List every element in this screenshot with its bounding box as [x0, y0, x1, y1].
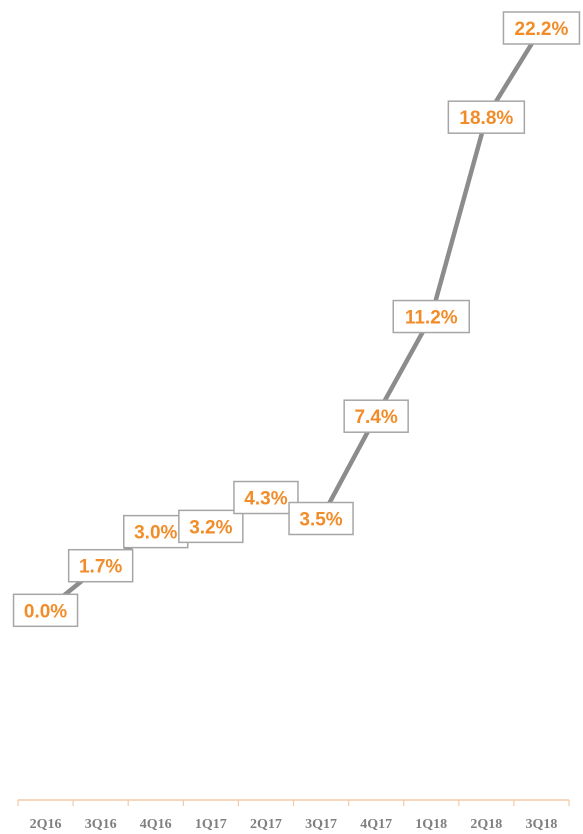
data-label-text: 22.2%	[515, 19, 569, 40]
data-label-box	[12, 593, 79, 628]
x-tick-label: 2Q18	[470, 817, 502, 832]
data-label: 0.0%	[12, 593, 79, 628]
data-label: 7.4%	[343, 399, 409, 433]
data-label: 3.2%	[178, 509, 244, 544]
x-tick-label: 4Q17	[360, 817, 392, 832]
data-label: 18.8%	[447, 100, 526, 134]
data-label-text: 1.7%	[79, 557, 122, 578]
x-tick-label: 4Q16	[140, 817, 172, 832]
data-label: 3.5%	[288, 501, 354, 536]
data-label-text: 3.2%	[189, 517, 232, 538]
data-label-box	[447, 100, 526, 134]
data-label-text: 11.2%	[405, 308, 458, 329]
data-label: 4.3%	[233, 480, 299, 515]
data-label: 11.2%	[392, 299, 470, 334]
data-label-text: 0.0%	[24, 601, 67, 622]
data-label-box	[123, 514, 189, 549]
x-axis	[17, 799, 570, 806]
x-tick-label: 3Q17	[305, 817, 337, 832]
data-label-box	[288, 501, 354, 536]
x-tick-label: 3Q16	[85, 817, 117, 832]
data-label-text: 7.4%	[354, 407, 397, 428]
data-label-box	[178, 509, 244, 544]
data-label: 22.2%	[502, 11, 581, 45]
x-tick-label: 2Q17	[250, 817, 282, 832]
data-label-box	[233, 480, 299, 515]
data-label-box	[502, 11, 581, 45]
data-label-text: 4.3%	[244, 489, 287, 510]
data-label-box	[392, 299, 470, 334]
x-tick-label: 1Q17	[195, 817, 227, 832]
data-label: 1.7%	[67, 548, 134, 583]
data-label-text: 3.5%	[299, 510, 342, 531]
data-label-text: 3.0%	[134, 523, 177, 544]
data-label-layer: 0.0% 1.7% 3.0% 3.2% 4.3% 3.5% 7.4% 11.2% 18.8% 22…	[12, 11, 581, 628]
data-label-box	[67, 548, 134, 583]
data-label-box	[343, 399, 409, 433]
x-tick-label: 2Q16	[30, 817, 62, 832]
x-tick-label: 3Q18	[526, 817, 558, 832]
x-tick-labels: 2Q16 3Q16 4Q16 1Q17 2Q17 3Q17 4Q17 1Q18 2Q18 3Q18	[30, 817, 558, 832]
data-label-text: 18.8%	[459, 108, 513, 129]
data-label: 3.0%	[123, 514, 189, 549]
x-tick-label: 1Q18	[415, 817, 447, 832]
